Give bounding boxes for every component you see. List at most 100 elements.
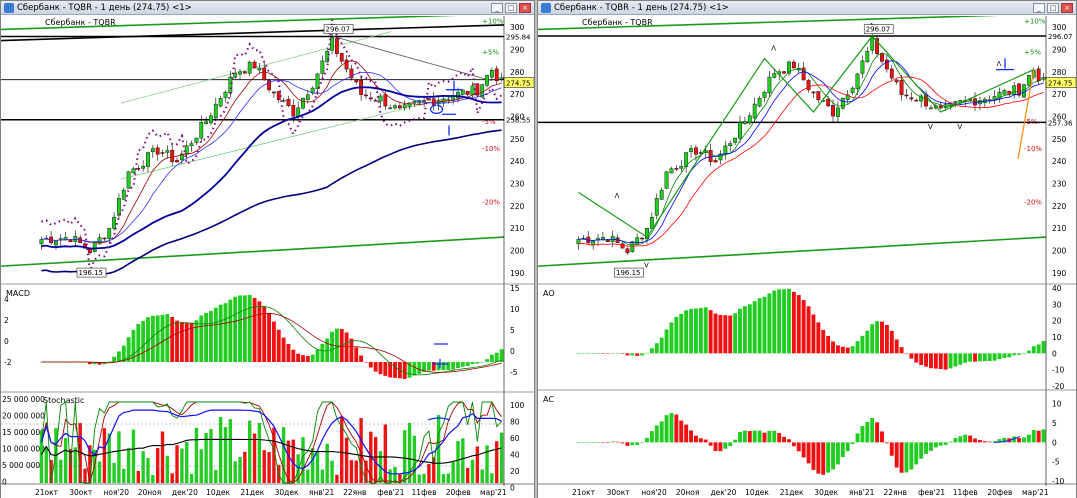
volume-bar (436, 415, 441, 483)
alligator-jaw (578, 76, 1044, 247)
ao-bar (928, 353, 933, 369)
ac-bar (591, 442, 596, 443)
candle-body (811, 91, 816, 94)
left-chart-canvas[interactable]: Сбербанк - TQBR3002902802702602502402302… (1, 16, 534, 498)
candle-body (102, 237, 107, 240)
ao-bar (679, 313, 684, 354)
candle-body (684, 152, 689, 167)
close-button[interactable]: × (519, 2, 531, 13)
ac-tick: -5 (1052, 458, 1060, 467)
candle-body (953, 101, 958, 104)
macd-histogram-bar (465, 362, 470, 367)
maximize-button[interactable]: □ (1047, 2, 1059, 13)
left-window-title: Сбербанк - TQBR - 1 день (274.75) <1> (17, 2, 192, 13)
low-price-label: 196.15 (79, 269, 104, 277)
date-tick-label: мар'21 (480, 488, 507, 497)
candle-body (850, 87, 855, 93)
ac-bar (718, 442, 723, 452)
alligator-lips (578, 52, 1044, 246)
right-chart-canvas[interactable]: Сбербанк - TQBR3002902802702602502402302… (538, 16, 1076, 498)
volume-tick: 5 000 000 (2, 461, 40, 470)
hand-drawn-mark (432, 343, 448, 368)
candle-body (117, 198, 121, 216)
maximize-button[interactable]: □ (505, 2, 517, 13)
volume-bar (155, 447, 160, 483)
price-tick-label: 260 (510, 113, 525, 122)
candle-body (160, 152, 165, 154)
chart-app-icon (541, 2, 551, 13)
ac-tick: 5 (1052, 419, 1057, 428)
stochastic-tick: 40 (510, 451, 520, 460)
volume-bar (403, 430, 407, 483)
ao-bar (865, 330, 870, 354)
stochastic-tick: 80 (510, 418, 520, 427)
macd-histogram-bar (242, 295, 247, 362)
ac-bar (1026, 434, 1031, 443)
macd-histogram-bar (213, 307, 218, 362)
candle-body (1012, 85, 1017, 95)
volume-bar (238, 456, 242, 483)
stochastic-k-line (40, 401, 502, 484)
price-tick-label: 290 (1052, 46, 1067, 55)
ao-bar (713, 313, 718, 354)
price-tick-label: 250 (1052, 135, 1067, 144)
candle-body (494, 68, 499, 82)
ac-bar (1041, 429, 1046, 443)
candle-body (54, 240, 58, 246)
percent-level-label: +10% (1024, 17, 1046, 25)
close-button[interactable]: × (1061, 2, 1073, 13)
ao-bar (904, 353, 909, 354)
ac-bar (576, 442, 581, 443)
volume-bar (383, 424, 388, 483)
ao-bar (635, 353, 640, 356)
volume-bar (490, 473, 494, 483)
volume-bar (359, 418, 363, 483)
date-tick-label: ноя'20 (641, 488, 667, 497)
candle-body (354, 79, 359, 83)
volume-bar (59, 459, 63, 483)
ac-bar (752, 430, 757, 443)
volume-bar (209, 429, 213, 483)
price-tick-label: 270 (1052, 90, 1067, 99)
candle-body (364, 94, 368, 97)
macd-histogram-bar (247, 294, 252, 362)
macd-histogram-bar (393, 362, 397, 378)
volume-bar (136, 470, 140, 483)
macd-histogram-bar (107, 361, 112, 363)
ac-bar (958, 436, 963, 443)
candle-body (865, 51, 870, 63)
candle-body (831, 105, 835, 117)
ac-bar (649, 431, 654, 443)
macd-histogram-bar (334, 328, 339, 362)
candle-body (625, 248, 630, 254)
candle-body (141, 165, 146, 169)
ac-bar (870, 418, 875, 443)
minimize-button[interactable]: _ (1033, 2, 1045, 13)
ao-tick: -10 (1052, 366, 1064, 375)
date-tick-label: 30окт (607, 488, 631, 497)
candle-body (649, 216, 654, 229)
volume-bar (44, 447, 48, 483)
ao-bar (689, 308, 694, 354)
macd-right-tick: -5 (510, 368, 518, 377)
ac-bar (796, 442, 801, 452)
high-price-label: 296.07 (866, 26, 891, 34)
candle-body (689, 148, 693, 153)
volume-bar (446, 473, 450, 483)
candle-body (620, 243, 625, 249)
volume-bar (122, 468, 126, 483)
ao-bar (586, 353, 591, 354)
right-titlebar[interactable]: Сбербанк - TQBR - 1 день (274.75) <1> _ … (538, 1, 1076, 15)
minimize-button[interactable]: _ (491, 2, 503, 13)
volume-bar (398, 474, 402, 483)
candle-body (679, 165, 684, 169)
left-titlebar[interactable]: Сбербанк - TQBR - 1 день (274.75) <1> _ … (1, 1, 534, 15)
ao-bar (840, 346, 845, 354)
left-chart-window[interactable]: Сбербанк - TQBR - 1 день (274.75) <1> _ … (0, 0, 535, 498)
stochastic-tick: 0 (510, 484, 515, 493)
ao-bar (791, 291, 796, 354)
macd-histogram-bar (218, 304, 223, 362)
right-chart-window[interactable]: Сбербанк - TQBR - 1 день (274.75) <1> _ … (537, 0, 1077, 498)
candle-body (654, 198, 659, 216)
candle-body (465, 90, 470, 95)
